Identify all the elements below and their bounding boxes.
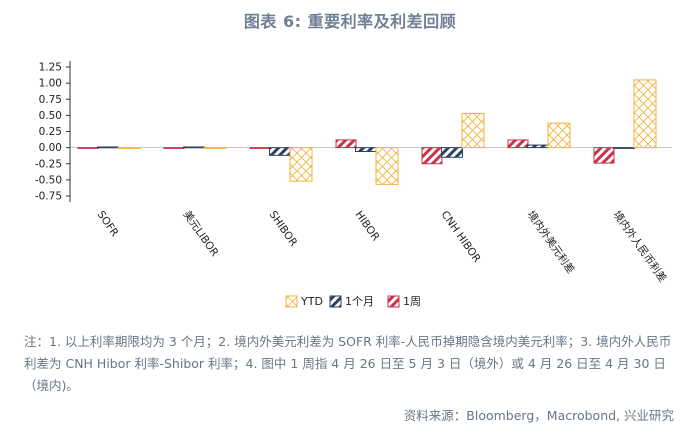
bar-1个月-3 xyxy=(355,147,377,152)
x-category-label: 美元LIBOR xyxy=(181,208,222,258)
y-tick-label: 0.75 xyxy=(39,94,62,106)
y-tick-label: 1.00 xyxy=(39,78,62,90)
y-tick-label: -0.25 xyxy=(35,158,62,170)
bar-1个月-1 xyxy=(183,146,205,149)
bar-1个月-4 xyxy=(441,147,463,158)
y-tick-label: -0.75 xyxy=(35,191,62,203)
bar-1个月-6 xyxy=(613,147,635,149)
bar-YTD-5 xyxy=(547,122,571,149)
bar-chart: 1.251.000.750.500.250.00-0.25-0.50-0.75 … xyxy=(35,61,672,308)
legend-swatch-YTD xyxy=(285,295,298,308)
footnote: 注：1. 以上利率期限均为 3 个月；2. 境内外美元利差为 SOFR 利率-人… xyxy=(24,334,672,393)
bar-1周-2 xyxy=(249,147,271,149)
legend-swatch-1个月 xyxy=(329,295,342,308)
bar-1周-0 xyxy=(77,147,99,149)
x-category-label: CNH HIBOR xyxy=(439,209,483,265)
bar-YTD-6 xyxy=(633,79,657,149)
bar-1个月-0 xyxy=(97,146,119,149)
bar-1周-6 xyxy=(593,147,615,164)
legend-swatch-1周 xyxy=(387,295,400,308)
x-category-label: 境内外美元利差 xyxy=(525,208,578,276)
y-tick-label: 0.00 xyxy=(39,142,62,154)
bar-1周-3 xyxy=(335,139,357,149)
x-category-label: SHIBOR xyxy=(267,209,300,249)
y-tick-label: 1.25 xyxy=(39,62,62,74)
y-tick-label: 0.25 xyxy=(39,126,62,138)
x-category-label: HIBOR xyxy=(353,209,382,243)
legend-label: 1周 xyxy=(403,295,421,308)
bar-1周-1 xyxy=(163,147,185,149)
bar-YTD-0 xyxy=(117,147,141,149)
bar-1个月-5 xyxy=(527,144,549,149)
chart-title: 图表 6: 重要利率及利差回顾 xyxy=(243,12,457,31)
x-category-label: 境内外人民币利差 xyxy=(611,208,670,284)
legend-label: YTD xyxy=(300,295,323,308)
bar-YTD-2 xyxy=(289,147,313,182)
y-tick-label: -0.50 xyxy=(35,174,62,186)
bar-YTD-1 xyxy=(203,147,227,149)
bar-1周-5 xyxy=(507,139,529,149)
x-category-label: SOFR xyxy=(95,209,121,239)
bar-YTD-4 xyxy=(461,112,485,149)
bar-YTD-3 xyxy=(375,147,399,185)
bar-1个月-2 xyxy=(269,147,291,156)
bar-1周-4 xyxy=(421,147,443,165)
source-note: 资料来源：Bloomberg，Macrobond, 兴业研究 xyxy=(403,408,674,423)
legend-label: 1个月 xyxy=(345,295,374,308)
y-tick-label: 0.50 xyxy=(39,110,62,122)
